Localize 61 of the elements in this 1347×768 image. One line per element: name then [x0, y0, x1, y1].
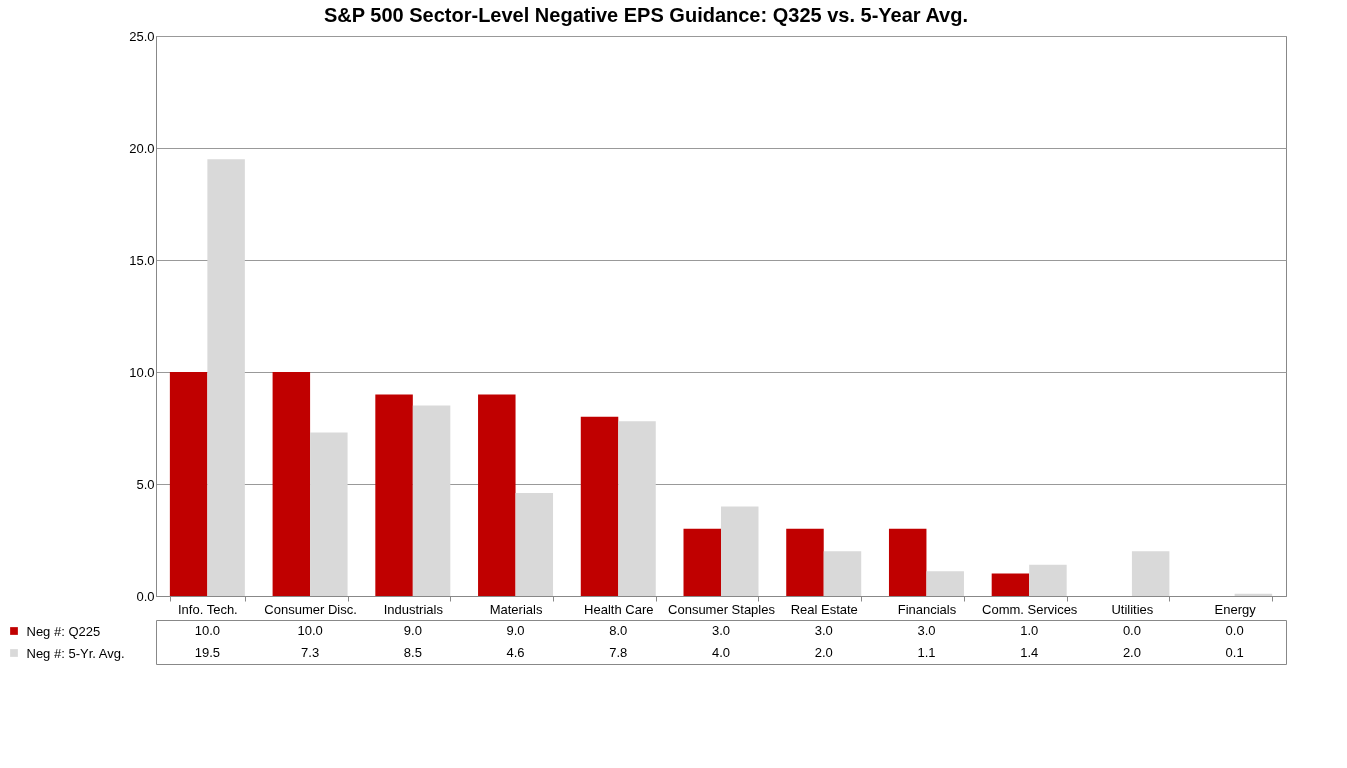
- data-label: 1.0: [1020, 623, 1039, 638]
- data-label: 2.0: [1122, 645, 1141, 660]
- x-tick-label: Energy: [1214, 601, 1257, 617]
- data-label: 4.0: [711, 645, 731, 660]
- bar: [888, 528, 927, 596]
- bar: [926, 571, 964, 596]
- bar: [310, 432, 348, 596]
- data-label: 0.0: [1225, 623, 1244, 638]
- data-label: 3.0: [917, 623, 936, 638]
- data-label: 1.1: [917, 645, 936, 660]
- chart-title: S&P 500 Sector-Level Negative EPS Guidance: Q325 vs. 5-Year Avg.: [323, 3, 969, 26]
- x-tick-label: Financials: [897, 601, 957, 617]
- legend-label: Neg #: Q225: [26, 623, 101, 639]
- x-tick-label: Info. Tech.: [177, 601, 238, 617]
- bar: [786, 528, 824, 596]
- data-label: 0.1: [1225, 645, 1244, 660]
- bar: [721, 506, 759, 596]
- bar: [412, 405, 451, 596]
- data-label: 7.8: [609, 645, 628, 660]
- data-label: 9.0: [506, 623, 525, 638]
- bar: [618, 421, 656, 596]
- legend-label: Neg #: 5-Yr. Avg.: [26, 645, 125, 661]
- data-label: 7.3: [301, 645, 320, 660]
- bar: [478, 394, 516, 596]
- bar: [1131, 551, 1170, 596]
- y-tick-label: 15.0: [129, 252, 155, 268]
- data-label: 1.4: [1020, 645, 1039, 660]
- data-label: 10.0: [297, 623, 323, 638]
- bar: [272, 372, 311, 596]
- x-tick-label: Comm. Services: [982, 601, 1078, 617]
- data-label: 3.0: [711, 623, 731, 638]
- data-label: 19.5: [194, 645, 221, 660]
- x-tick-label: Real Estate: [790, 601, 858, 617]
- data-label: 3.0: [814, 623, 833, 638]
- x-tick-label: Health Care: [584, 601, 654, 617]
- data-label: 2.0: [814, 645, 833, 660]
- y-tick-label: 25.0: [129, 28, 155, 44]
- x-tick-label: Consumer Staples: [668, 601, 776, 617]
- data-label: 4.6: [506, 645, 525, 660]
- data-label: 8.5: [403, 645, 422, 660]
- bar: [823, 551, 862, 596]
- x-tick-label: Utilities: [1111, 601, 1154, 617]
- y-tick-label: 20.0: [129, 140, 155, 156]
- bar: [683, 528, 721, 596]
- bar: [375, 394, 413, 596]
- bar: [1029, 564, 1067, 596]
- x-tick-label: Consumer Disc.: [264, 601, 357, 617]
- y-tick-label: 10.0: [129, 364, 155, 380]
- data-label: 9.0: [403, 623, 422, 638]
- data-label: 0.0: [1122, 623, 1141, 638]
- y-tick-label: 5.0: [136, 476, 155, 492]
- data-label: 10.0: [194, 623, 221, 638]
- bar: [169, 372, 208, 596]
- bar: [515, 492, 554, 596]
- bar: [207, 159, 245, 596]
- bar: [991, 573, 1030, 596]
- bar: [580, 416, 619, 596]
- data-label: 8.0: [609, 623, 628, 638]
- y-tick-label: 0.0: [136, 588, 155, 604]
- x-tick-label: Materials: [489, 601, 543, 617]
- x-tick-label: Industrials: [383, 601, 444, 617]
